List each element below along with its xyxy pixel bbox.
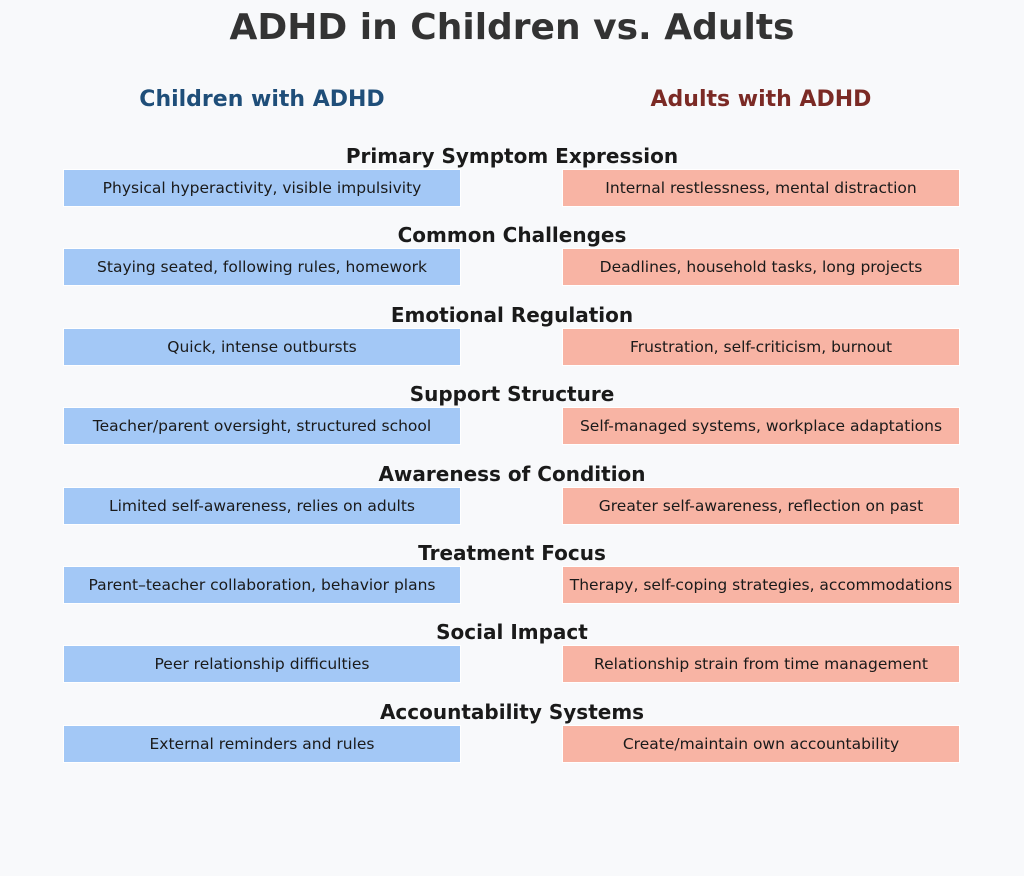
children-cell: Peer relationship difficulties xyxy=(63,645,461,684)
children-cell: External reminders and rules xyxy=(63,724,461,763)
page-title: ADHD in Children vs. Adults xyxy=(229,7,795,48)
children-cell: Staying seated, following rules, homewor… xyxy=(63,248,461,287)
adults-column-header: Adults with ADHD xyxy=(650,87,872,112)
category-label: Treatment Focus xyxy=(418,540,606,565)
children-cell: Parent–teacher collaboration, behavior p… xyxy=(63,565,461,604)
category-label: Support Structure xyxy=(409,382,615,407)
adults-cell: Self-managed systems, workplace adaptati… xyxy=(562,407,960,446)
comparison-row: Treatment Focus Parent–teacher collabora… xyxy=(0,537,1024,616)
adults-cell: Greater self-awareness, reflection on pa… xyxy=(562,486,960,525)
adults-cell: Therapy, self-coping strategies, accommo… xyxy=(562,565,960,604)
category-label: Emotional Regulation xyxy=(390,302,634,327)
category-label: Awareness of Condition xyxy=(378,461,646,486)
adults-cell: Relationship strain from time management xyxy=(562,645,960,684)
comparison-row: Awareness of Condition Limited self-awar… xyxy=(0,458,1024,537)
children-cell: Quick, intense outbursts xyxy=(63,327,461,366)
category-label: Common Challenges xyxy=(397,223,627,248)
category-label: Accountability Systems xyxy=(379,699,645,724)
adults-cell: Create/maintain own accountability xyxy=(562,724,960,763)
category-label: Primary Symptom Expression xyxy=(345,144,679,168)
comparison-row: Common Challenges Staying seated, follow… xyxy=(0,219,1024,298)
comparison-row: Accountability Systems External reminder… xyxy=(0,696,1024,775)
children-cell: Teacher/parent oversight, structured sch… xyxy=(63,407,461,446)
comparison-row: Support Structure Teacher/parent oversig… xyxy=(0,378,1024,457)
comparison-row: Primary Symptom Expression Physical hype… xyxy=(0,140,1024,219)
comparison-row: Emotional Regulation Quick, intense outb… xyxy=(0,299,1024,378)
children-cell: Limited self-awareness, relies on adults xyxy=(63,486,461,525)
comparison-rows: Primary Symptom Expression Physical hype… xyxy=(0,140,1024,775)
adults-cell: Internal restlessness, mental distractio… xyxy=(562,169,960,207)
category-label: Social Impact xyxy=(436,620,588,645)
adults-cell: Frustration, self-criticism, burnout xyxy=(562,327,960,366)
comparison-row: Social Impact Peer relationship difficul… xyxy=(0,616,1024,695)
adults-cell: Deadlines, household tasks, long project… xyxy=(562,248,960,287)
children-cell: Physical hyperactivity, visible impulsiv… xyxy=(63,169,461,207)
children-column-header: Children with ADHD xyxy=(139,87,385,112)
